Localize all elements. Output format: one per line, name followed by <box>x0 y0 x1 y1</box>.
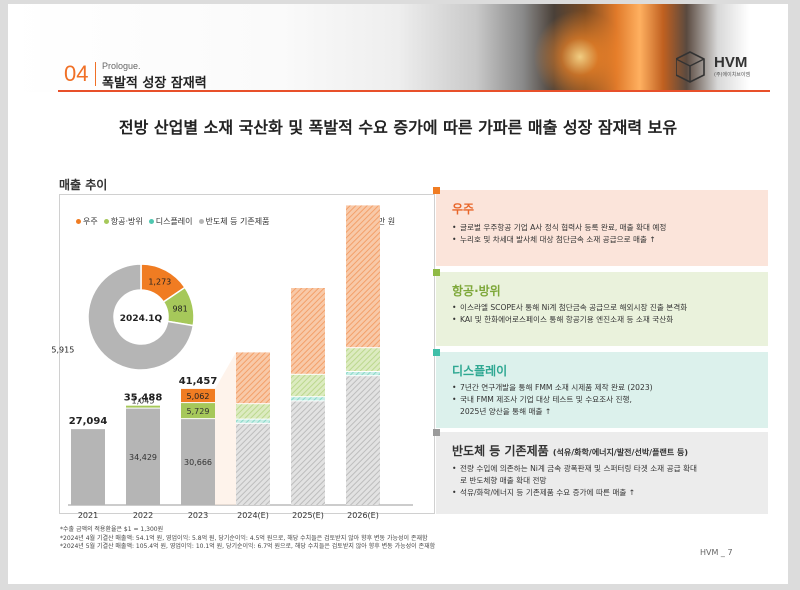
legend-dot-semi-icon <box>198 219 204 224</box>
hvm-logo-icon <box>676 51 705 83</box>
pie-center-label: 2024.1Q <box>120 314 163 324</box>
bar-value-label: 34,429 <box>129 453 157 462</box>
list-item: 7년간 연구개발을 통해 FMM 소재 시제품 제작 완료 (2023) <box>452 382 752 394</box>
footnote: *2024년 4월 기결산 매출액: 54.1억 원, 영업이익: 5.8억 원… <box>60 534 428 542</box>
bar-segment-display <box>346 372 380 376</box>
bar-segment-aero <box>236 404 270 419</box>
list-item: 석유/화학/에너지 등 기존제품 수요 증가에 따른 매출 ↑ <box>452 487 702 499</box>
legend-dot-display-icon <box>148 219 154 224</box>
list-item: 이스라엘 SCOPE사 통해 Ni계 첨단금속 공급으로 해외시장 진출 본격화 <box>452 302 687 314</box>
pie-slice <box>87 263 195 371</box>
list-item: 누리호 및 차세대 발사체 대상 첨단금속 소재 공급으로 매출 ↑ <box>452 234 666 246</box>
bar-segment-semi <box>346 376 380 505</box>
legend-dot-space-icon <box>76 219 81 224</box>
section-title: 폭발적 성장 잠재력 <box>102 76 207 91</box>
list-item: 국내 FMM 제조사 기업 대상 테스트 및 수요조사 진행, 2025년 양산… <box>452 394 650 418</box>
square-marker-icon <box>433 269 440 276</box>
bar-segment-display <box>236 419 270 423</box>
bar-segment-space <box>236 352 270 404</box>
panel-display: 디스플레이 7년간 연구개발을 통해 FMM 소재 시제품 제작 완료 (202… <box>433 349 768 428</box>
bar-segment-semi <box>71 429 105 505</box>
panel-title: 디스플레이 <box>452 364 508 378</box>
bar-total-label: 27,094 <box>69 416 108 427</box>
chart-legend: 우주 항공·방위 디스플레이 반도체 등 기존제품 <box>76 216 270 227</box>
prologue-label: Prologue. <box>102 61 141 71</box>
bar-segment-aero <box>346 348 380 371</box>
x-tick-label: 2023 <box>188 511 208 520</box>
x-tick-label: 2024(E) <box>237 511 269 520</box>
bar-segment-aero <box>291 374 325 397</box>
pie-slice-label: 1,273 <box>148 278 171 287</box>
panel-semi: 반도체 등 기존제품 (석유/화학/에너지/발전/선박/플랜트 등) 전량 수입… <box>433 429 768 514</box>
section-divider <box>95 62 96 86</box>
panel-space: 우주 글로벌 우주항공 기업 A사 정식 협력사 등록 완료, 매출 확대 예정… <box>433 187 768 266</box>
x-tick-label: 2026(E) <box>347 511 379 520</box>
bar-segment-space <box>291 288 325 374</box>
panel-list: 전량 수입에 의존하는 Ni계 금속 광폭판재 및 스퍼터링 타겟 소재 공급 … <box>452 463 702 499</box>
legend-item-space: 우주 <box>76 216 98 227</box>
footnote: *수출 금액의 적용환율은 $1 = 1,300원 <box>60 526 164 533</box>
panel-title: 반도체 등 기존제품 (석유/화학/에너지/발전/선박/플랜트 등) <box>452 444 688 458</box>
section-number: 04 <box>64 61 89 86</box>
x-tick-label: 2021 <box>78 511 98 520</box>
bar-segment-semi <box>181 419 215 505</box>
bar-segment-space <box>346 205 380 348</box>
bar-segment-aero <box>181 403 215 419</box>
page-headline: 전방 산업별 소재 국산화 및 폭발적 수요 증가에 따른 가파른 매출 성장 … <box>118 118 678 137</box>
bar-segment-semi <box>236 423 270 505</box>
square-marker-icon <box>433 187 440 194</box>
slide-page: 04 Prologue. 폭발적 성장 잠재력 HVM (주)에이치브이엠 전방… <box>8 4 788 584</box>
bar-segment-aero <box>126 405 160 408</box>
list-item: 전량 수입에 의존하는 Ni계 금속 광폭판재 및 스퍼터링 타겟 소재 공급 … <box>452 463 702 487</box>
bar-total-label: 35,488 <box>124 393 163 404</box>
panel-list: 이스라엘 SCOPE사 통해 Ni계 첨단금속 공급으로 해외시장 진출 본격화… <box>452 302 687 326</box>
panel-title: 항공·방위 <box>452 284 501 298</box>
sparks-image <box>508 4 668 92</box>
legend-item-aero: 항공·방위 <box>103 216 143 227</box>
projection-fan <box>215 352 236 505</box>
bar-segment-display <box>291 397 325 401</box>
x-tick-label: 2022 <box>133 511 153 520</box>
list-item: 글로벌 우주항공 기업 A사 정식 협력사 등록 완료, 매출 확대 예정 <box>452 222 666 234</box>
panel-title: 우주 <box>452 202 475 216</box>
list-item: KAI 및 한화에어로스페이스 통해 항공기용 엔진소재 등 소재 국산화 <box>452 314 687 326</box>
panel-list: 7년간 연구개발을 통해 FMM 소재 시제품 제작 완료 (2023) 국내 … <box>452 382 752 418</box>
legend-dot-aero-icon <box>103 219 109 224</box>
bar-value-label: 5,062 <box>187 392 210 401</box>
panel-list: 글로벌 우주항공 기업 A사 정식 협력사 등록 완료, 매출 확대 예정 누리… <box>452 222 666 246</box>
square-marker-icon <box>433 349 440 356</box>
legend-item-semi: 반도체 등 기존제품 <box>198 216 270 227</box>
bar-segment-semi <box>291 401 325 505</box>
bar-segment-semi <box>126 408 160 505</box>
bar-value-label: 1,045 <box>132 397 155 406</box>
pie-slice-label: 5,915 <box>51 345 74 354</box>
bar-value-label: 5,729 <box>187 407 210 416</box>
bar-segment-space <box>181 388 215 403</box>
bar-value-label: 30,666 <box>184 458 212 467</box>
logo-text: HVM <box>714 54 748 71</box>
bar-total-label: 41,457 <box>179 376 218 387</box>
page-footer: HVM _ 7 <box>700 548 733 557</box>
panel-aero: 항공·방위 이스라엘 SCOPE사 통해 Ni계 첨단금속 공급으로 해외시장 … <box>433 269 768 346</box>
footnote: *2024년 5월 기결산 매출액: 105.4억 원, 영업이익: 10.1억… <box>60 543 436 550</box>
logo-subtext: (주)에이치브이엠 <box>714 72 751 78</box>
square-marker-icon <box>433 429 440 436</box>
legend-item-display: 디스플레이 <box>148 216 193 227</box>
pie-slice-label: 981 <box>172 304 187 313</box>
footnotes: *수출 금액의 적용환율은 $1 = 1,300원 *2024년 4월 기결산 … <box>60 526 435 552</box>
x-tick-label: 2025(E) <box>292 511 324 520</box>
header-banner-image <box>8 4 788 92</box>
header-rule <box>58 90 770 92</box>
panel-subtitle: (석유/화학/에너지/발전/선박/플랜트 등) <box>552 448 688 457</box>
chart-section-label: 매출 추이 <box>59 178 108 192</box>
